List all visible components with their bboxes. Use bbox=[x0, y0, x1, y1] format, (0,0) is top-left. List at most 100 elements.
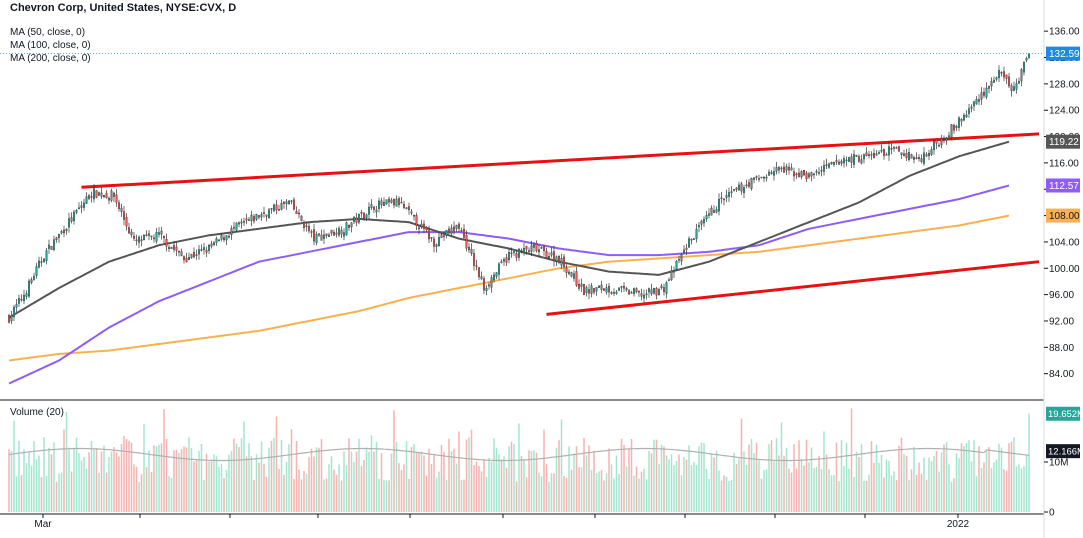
candle-body bbox=[215, 238, 218, 243]
volume-bar bbox=[138, 481, 140, 512]
candle-body bbox=[645, 293, 648, 296]
volume-bar bbox=[523, 459, 525, 512]
volume-bar bbox=[483, 459, 485, 512]
volume-bar bbox=[123, 435, 125, 512]
last-volume-text: 19.652M bbox=[1048, 409, 1083, 420]
volume-bar bbox=[598, 471, 600, 512]
volume-bar bbox=[305, 473, 308, 512]
price-labels: 132.59 119.22 112.57 108.00 19.652M 12.166M bbox=[1046, 46, 1083, 459]
volume-bar bbox=[573, 453, 575, 512]
volume-bar bbox=[978, 446, 980, 512]
volume-bar bbox=[258, 462, 260, 512]
volume-bar bbox=[383, 480, 385, 512]
volume-bar bbox=[708, 478, 710, 512]
candle-body bbox=[220, 234, 223, 240]
volume-bar bbox=[983, 462, 985, 512]
candle-body bbox=[508, 252, 510, 261]
candle-body bbox=[140, 239, 143, 242]
candle-body bbox=[413, 214, 415, 217]
volume-bar bbox=[1013, 437, 1015, 512]
volume-bar bbox=[90, 441, 93, 512]
candle-body bbox=[565, 267, 568, 273]
candle-body bbox=[950, 124, 953, 138]
price-tick-label: 96.00 bbox=[1049, 290, 1074, 301]
volume-bar bbox=[955, 453, 958, 512]
candle-body bbox=[498, 263, 500, 275]
candle-body bbox=[295, 211, 298, 215]
volume-bar bbox=[290, 429, 293, 512]
volume-bar bbox=[145, 467, 148, 512]
candle-body bbox=[320, 234, 323, 241]
candle-body bbox=[120, 207, 123, 212]
candle-body bbox=[303, 222, 305, 228]
volume-bar bbox=[723, 475, 725, 512]
candle-body bbox=[548, 256, 550, 259]
candle-body bbox=[763, 177, 765, 179]
volume-bar bbox=[455, 463, 458, 512]
candle-body bbox=[145, 234, 148, 236]
volume-bar bbox=[323, 479, 325, 512]
volume-bar bbox=[558, 440, 560, 512]
candle-body bbox=[948, 135, 950, 137]
volume-bar bbox=[898, 445, 900, 512]
candle-body bbox=[980, 92, 983, 100]
candle-body bbox=[638, 290, 640, 293]
candle-body bbox=[848, 157, 850, 162]
volume-bar bbox=[93, 449, 95, 512]
volume-bar bbox=[55, 481, 58, 512]
candle-body bbox=[465, 235, 468, 249]
volume-bar bbox=[895, 480, 898, 512]
volume-legend: Volume (20) bbox=[10, 407, 64, 418]
volume-bar bbox=[790, 472, 793, 512]
volume-bar bbox=[793, 444, 795, 512]
volume-bar bbox=[650, 453, 653, 512]
candle-body bbox=[818, 172, 820, 174]
last-price-text: 132.59 bbox=[1049, 49, 1080, 60]
candle-body bbox=[223, 237, 225, 241]
volume-bar bbox=[458, 431, 460, 512]
volume-bar bbox=[603, 480, 605, 512]
volume-bar bbox=[965, 443, 968, 512]
volume-bar bbox=[485, 477, 488, 512]
volume-bar bbox=[118, 456, 120, 512]
candle-body bbox=[533, 244, 535, 248]
volume-bar bbox=[208, 461, 210, 512]
candle-body bbox=[705, 214, 708, 220]
candle-body bbox=[323, 234, 325, 239]
candle-body bbox=[273, 204, 275, 212]
volume-bar bbox=[545, 464, 548, 512]
candle-body bbox=[440, 234, 443, 239]
volume-bar bbox=[28, 452, 30, 512]
candle-body bbox=[253, 216, 255, 222]
candle-body bbox=[685, 247, 688, 250]
volume-bar bbox=[665, 455, 668, 512]
candle-body bbox=[748, 182, 750, 187]
candle-body bbox=[588, 289, 590, 294]
candle-body bbox=[180, 251, 183, 256]
volume-bar bbox=[605, 473, 608, 512]
volume-bar bbox=[85, 468, 88, 512]
volume-bar bbox=[243, 421, 245, 512]
volume-bar bbox=[615, 455, 618, 512]
candle-body bbox=[943, 139, 945, 141]
candle-body bbox=[665, 282, 668, 294]
volume-bar bbox=[695, 465, 698, 512]
volume-bar bbox=[568, 446, 570, 512]
volume-bar bbox=[170, 477, 173, 512]
candle-body bbox=[855, 154, 858, 157]
candle-body bbox=[100, 192, 103, 197]
volume-bar bbox=[703, 443, 705, 512]
price-tick-label: 124.00 bbox=[1049, 106, 1080, 117]
candle-body bbox=[80, 205, 83, 208]
volume-bar bbox=[690, 465, 693, 512]
volume-bar bbox=[533, 450, 535, 512]
volume-bar bbox=[500, 459, 503, 512]
volume-bar bbox=[1003, 469, 1005, 512]
volume-bar bbox=[240, 438, 243, 512]
volume-bar bbox=[1005, 470, 1008, 512]
candle-body bbox=[695, 228, 698, 239]
volume-bar bbox=[205, 453, 208, 512]
candle-body bbox=[78, 207, 80, 209]
candle-body bbox=[608, 285, 610, 293]
